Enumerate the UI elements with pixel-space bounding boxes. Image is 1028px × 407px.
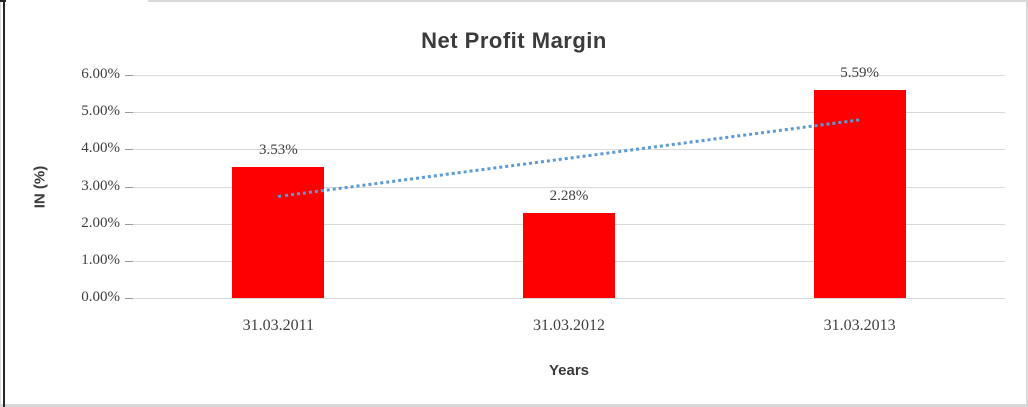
frame-border-right: [1026, 0, 1028, 407]
bar-value-label: 3.53%: [258, 141, 298, 158]
y-tick-label: 1.00%: [81, 251, 120, 268]
y-axis-tick: [125, 260, 133, 262]
bar-value-label: 5.59%: [840, 65, 880, 82]
y-tick-label: 3.00%: [81, 177, 120, 194]
bar: [232, 166, 325, 298]
gridline: [133, 75, 1005, 76]
y-tick-label: 6.00%: [81, 66, 120, 82]
gridline: [133, 112, 1005, 114]
y-tick-label: 5.00%: [81, 103, 120, 120]
y-axis-tick: [125, 223, 133, 225]
bar-value-label: 2.28%: [549, 188, 589, 205]
frame-border-left: [0, 0, 1, 407]
y-axis-tick: [125, 112, 133, 114]
y-axis-title-text: IN (%): [31, 165, 49, 209]
left-border-line: [3, 0, 5, 407]
gridline: [133, 298, 1005, 299]
frame-border-bottom: [0, 404, 1028, 407]
y-tick-label: 2.00%: [81, 214, 120, 231]
x-tick-label: 31.03.2012: [533, 317, 605, 334]
y-axis-tick: [125, 186, 133, 188]
y-axis-tick: [125, 75, 133, 76]
y-axis-tick: [125, 149, 133, 151]
top-left-border-notch: [0, 0, 6, 2]
y-axis-tick: [125, 298, 133, 299]
x-axis-title: Years: [548, 362, 590, 379]
frame-border-top: [148, 0, 1028, 2]
y-tick-label: 0.00%: [81, 289, 120, 305]
x-tick-label: 31.03.2011: [242, 317, 315, 334]
x-tick-label: 31.03.2013: [823, 317, 896, 334]
bar: [813, 90, 906, 298]
gridline: [133, 186, 1005, 188]
bar: [523, 213, 615, 298]
chart-title: Net Profit Margin: [421, 28, 607, 53]
y-tick-label: 4.00%: [81, 140, 120, 157]
gridline: [133, 149, 1005, 151]
